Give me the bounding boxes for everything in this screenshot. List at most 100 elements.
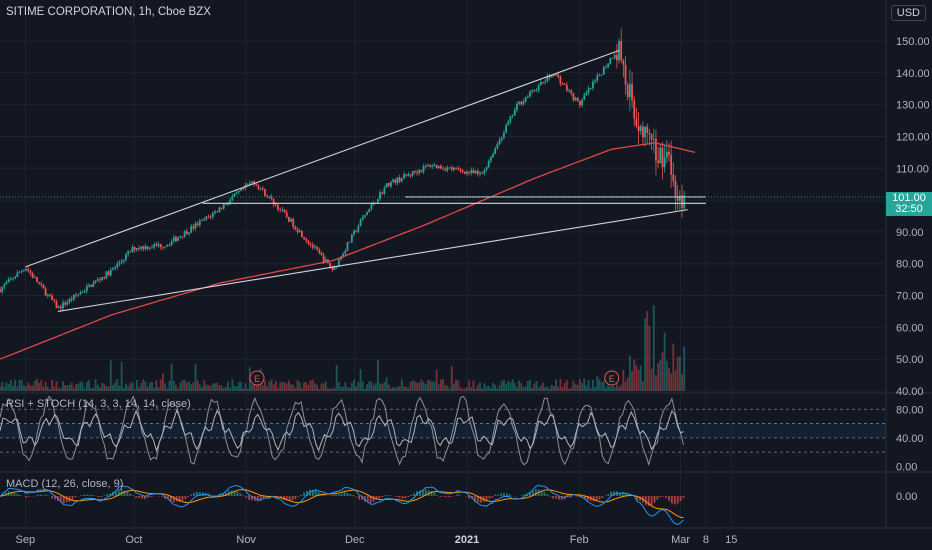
macd-hist-bar: [430, 491, 433, 496]
macd-hist-bar: [601, 496, 604, 499]
macd-hist-bar: [413, 493, 416, 496]
candle-body: [487, 161, 490, 167]
candle-body: [131, 247, 134, 252]
candle-body: [55, 300, 58, 309]
macd-hist-bar: [19, 494, 22, 496]
candle-body: [214, 211, 216, 214]
macd-hist-bar: [149, 496, 152, 497]
volume-bar: [72, 387, 75, 391]
volume-bar: [613, 387, 616, 391]
candle-body: [305, 238, 308, 241]
macd-hist-bar: [340, 493, 343, 496]
macd-hist-bar: [543, 492, 546, 496]
candle-body: [648, 133, 651, 135]
volume-bar: [635, 365, 638, 391]
candle-body: [109, 269, 112, 276]
volume-bar: [157, 387, 160, 391]
candle-body: [246, 184, 249, 186]
candle-body: [565, 84, 568, 91]
macd-hist-bar: [16, 493, 19, 496]
candle-body: [72, 294, 75, 300]
volume-bar: [448, 388, 451, 391]
macd-hist-bar: [482, 496, 485, 502]
volume-bar: [446, 385, 449, 391]
candle-body: [77, 294, 80, 296]
candle-body: [342, 253, 345, 257]
volume-bar: [544, 386, 547, 391]
candle-body: [9, 278, 12, 280]
volume-bar: [379, 383, 381, 391]
volume-bar: [133, 388, 136, 391]
volume-bar: [581, 382, 583, 391]
candle-body: [631, 83, 633, 101]
volume-bar: [94, 379, 97, 391]
volume-bar: [433, 381, 436, 391]
candle-body: [674, 180, 677, 198]
macd-hist-bar: [662, 496, 665, 497]
candle-body: [118, 262, 121, 264]
volume-bar: [470, 387, 473, 391]
volume-bar: [175, 384, 177, 391]
candle-body: [318, 249, 321, 253]
candle-body: [357, 226, 360, 232]
volume-bar: [146, 386, 149, 391]
time-tick-label: Sep: [16, 534, 36, 546]
candle-body: [557, 74, 560, 78]
candle-body: [253, 181, 256, 185]
candle-body: [240, 188, 242, 192]
rsi-stoch-label: RSI + STOCH (14, 3, 3, 14, 14, close): [6, 398, 191, 410]
volume-bar: [164, 383, 166, 391]
candle-body: [307, 240, 310, 244]
volume-bar: [652, 305, 655, 391]
candle-body: [103, 277, 106, 279]
volume-bar: [387, 384, 390, 391]
volume-bar: [500, 381, 503, 391]
macd-hist-bar: [65, 496, 68, 503]
macd-hist-bar: [213, 495, 216, 496]
volume-bar: [650, 368, 653, 391]
candle-body: [25, 268, 27, 271]
volume-bar: [144, 381, 147, 391]
candle-body: [255, 184, 258, 186]
macd-hist-bar: [592, 496, 595, 502]
volume-bar: [409, 381, 412, 391]
volume-bar: [348, 387, 351, 391]
candle-body: [277, 204, 279, 210]
volume-bar: [683, 346, 686, 391]
volume-bar: [346, 387, 349, 391]
macd-hist-bar: [450, 496, 453, 497]
volume-bar: [62, 381, 64, 391]
volume-bar: [240, 381, 242, 391]
currency-button[interactable]: USD: [890, 5, 926, 21]
macd-hist-bar: [378, 496, 381, 499]
macd-tick-label: 0.00: [896, 491, 917, 503]
macd-hist-bar: [201, 492, 204, 496]
macd-hist-bar: [256, 496, 259, 502]
macd-hist-bar: [68, 496, 71, 502]
volume-bar: [418, 382, 421, 391]
volume-bar: [222, 388, 225, 391]
volume-bar: [214, 383, 216, 391]
volume-bar: [266, 386, 269, 391]
macd-hist-bar: [317, 492, 320, 496]
volume-bar: [587, 380, 590, 391]
candle-body: [353, 230, 355, 235]
volume-bar: [370, 381, 373, 391]
volume-bar: [29, 385, 32, 391]
macd-hist-bar: [308, 489, 311, 496]
candle-body: [81, 292, 84, 293]
volume-bar: [537, 387, 540, 391]
macd-hist-bar: [352, 495, 355, 496]
macd-hist-bar: [219, 493, 221, 496]
candle-body: [31, 273, 34, 278]
candle-body: [511, 115, 514, 117]
macd-hist-bar: [10, 492, 13, 496]
volume-bar: [122, 387, 125, 391]
volume-bar: [657, 363, 660, 391]
candle-body: [114, 267, 117, 269]
volume-bar: [307, 384, 310, 391]
volume-bar: [440, 379, 442, 391]
volume-bar: [49, 388, 51, 391]
volume-bar: [314, 383, 316, 391]
